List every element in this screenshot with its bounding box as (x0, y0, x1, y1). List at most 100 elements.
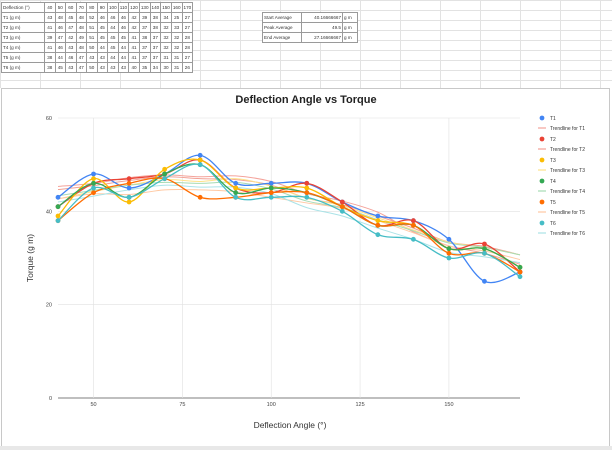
data-point-t4[interactable] (55, 204, 61, 210)
spreadsheet-grid[interactable]: Deflection (°) 40 50 60 70 80 90 100 110 120 130 14… (0, 0, 612, 88)
data-point-t1[interactable] (446, 236, 452, 242)
data-point-t3[interactable] (197, 157, 203, 163)
data-point-t4[interactable] (233, 190, 239, 196)
legend-marker-t4 (539, 178, 545, 184)
data-point-t5[interactable] (126, 180, 132, 186)
data-point-t5[interactable] (410, 222, 416, 228)
data-point-t6[interactable] (410, 236, 416, 242)
table-row: T6 (g m) 38 45 43 47 50 43 43 43 40 35 34 30 31 26 (1, 62, 194, 73)
legend-label[interactable]: Trendline for T6 (550, 231, 585, 237)
data-point-t1[interactable] (375, 213, 381, 219)
data-point-t2[interactable] (126, 176, 132, 182)
data-point-t6[interactable] (517, 274, 523, 280)
data-point-t2[interactable] (304, 180, 310, 186)
chart-title: Deflection Angle vs Torque (235, 94, 376, 106)
legend: T1 Trendline for T1 T2 Trendline for T2 T3 Tr… (538, 115, 585, 237)
gridlines (58, 117, 520, 399)
data-point-t1[interactable] (268, 180, 274, 186)
y-tick-label: 60 (46, 116, 52, 122)
data-point-t6[interactable] (233, 194, 239, 200)
x-tick-label: 50 (90, 402, 96, 408)
table-cell[interactable]: 35 (138, 62, 151, 73)
data-point-t1[interactable] (55, 194, 61, 200)
summary-unit-cell[interactable]: g m (342, 32, 358, 43)
x-tick-label: 75 (179, 402, 185, 408)
data-point-t6[interactable] (126, 194, 132, 200)
legend-label[interactable]: Trendline for T2 (550, 147, 585, 153)
legend-label[interactable]: Trendline for T3 (550, 168, 585, 174)
data-point-t6[interactable] (375, 232, 381, 238)
table-cell[interactable]: 40 (128, 62, 140, 73)
series-line-t2 (57, 159, 521, 273)
data-point-t3[interactable] (304, 185, 310, 191)
row-label-cell[interactable]: T6 (g m) (1, 62, 45, 73)
data-point-t1[interactable] (482, 278, 487, 284)
data-point-t5[interactable] (268, 190, 274, 196)
data-point-t3[interactable] (375, 218, 381, 224)
legend-marker-t3 (539, 157, 545, 163)
data-point-t1[interactable] (91, 171, 96, 177)
data-point-t6[interactable] (162, 176, 168, 182)
data-point-t1[interactable] (233, 180, 239, 186)
legend-label[interactable]: T3 (550, 158, 556, 164)
data-point-t5[interactable] (339, 204, 345, 210)
data-point-t6[interactable] (304, 194, 310, 200)
data-point-t4[interactable] (268, 185, 274, 191)
data-point-t4[interactable] (91, 180, 96, 186)
series-line-t6 (57, 163, 521, 278)
x-tick-label: 100 (267, 402, 276, 408)
data-point-t1[interactable] (197, 152, 203, 158)
data-point-t6[interactable] (197, 162, 203, 168)
legend-label[interactable]: T6 (550, 221, 556, 227)
data-point-t3[interactable] (126, 199, 132, 205)
data-point-t5[interactable] (197, 194, 203, 200)
data-point-t3[interactable] (55, 213, 61, 219)
table-row: T3 (g m) 39 47 42 49 51 45 45 45 41 38 37 32 32 28 (1, 32, 194, 43)
x-axis-label: Deflection Angle (°) (254, 420, 327, 430)
data-point-t4[interactable] (162, 171, 168, 177)
legend-label[interactable]: T2 (550, 137, 556, 143)
data-point-t5[interactable] (375, 222, 381, 228)
legend-label[interactable]: Trendline for T1 (550, 126, 585, 132)
legend-marker-t2 (539, 136, 545, 142)
table-row: T2 (g m) 41 46 47 48 51 45 44 46 42 37 38 32 33 27 (1, 22, 194, 33)
summary-table[interactable]: Start Average 40.16666667 g m Peak Average 4… (262, 12, 358, 43)
data-point-t6[interactable] (55, 218, 61, 224)
series-line-t5 (57, 177, 521, 273)
table-cell[interactable]: 43 (107, 62, 119, 73)
data-point-t3[interactable] (91, 176, 96, 182)
data-point-t3[interactable] (162, 166, 168, 172)
data-point-t2[interactable] (410, 218, 416, 224)
data-point-t2[interactable] (482, 241, 487, 247)
data-point-t6[interactable] (91, 185, 96, 191)
data-point-t4[interactable] (517, 264, 523, 270)
data-point-t3[interactable] (233, 185, 239, 191)
data-point-t5[interactable] (91, 190, 96, 196)
data-point-t4[interactable] (446, 246, 452, 252)
data-point-t4[interactable] (482, 246, 487, 252)
data-table[interactable]: Deflection (°) 40 50 60 70 80 90 100 110 120 130 14… (1, 2, 194, 73)
data-point-t6[interactable] (446, 255, 452, 261)
table-cell[interactable]: 26 (181, 62, 194, 73)
legend-label[interactable]: T1 (550, 116, 556, 122)
data-point-t5[interactable] (446, 250, 452, 256)
legend-label[interactable]: Trendline for T5 (550, 210, 585, 216)
data-point-t6[interactable] (268, 194, 274, 200)
data-point-t5[interactable] (517, 269, 523, 275)
legend-label[interactable]: T4 (550, 179, 556, 185)
legend-label[interactable]: Trendline for T4 (550, 189, 585, 195)
table-cell[interactable]: 34 (149, 62, 162, 73)
table-cell[interactable]: 30 (160, 62, 172, 73)
table-cell[interactable]: 31 (170, 62, 183, 73)
x-tick-label: 125 (355, 402, 364, 408)
series-lines (57, 154, 521, 284)
data-point-t6[interactable] (339, 208, 345, 214)
data-point-t5[interactable] (304, 190, 310, 196)
data-point-t6[interactable] (482, 250, 487, 256)
window-bottom-edge (0, 446, 612, 450)
data-point-t1[interactable] (126, 185, 132, 191)
legend-marker-t1 (539, 115, 545, 121)
legend-label[interactable]: T5 (550, 200, 556, 206)
y-axis-label: Torque (g m) (25, 234, 35, 282)
data-point-t2[interactable] (339, 199, 345, 205)
